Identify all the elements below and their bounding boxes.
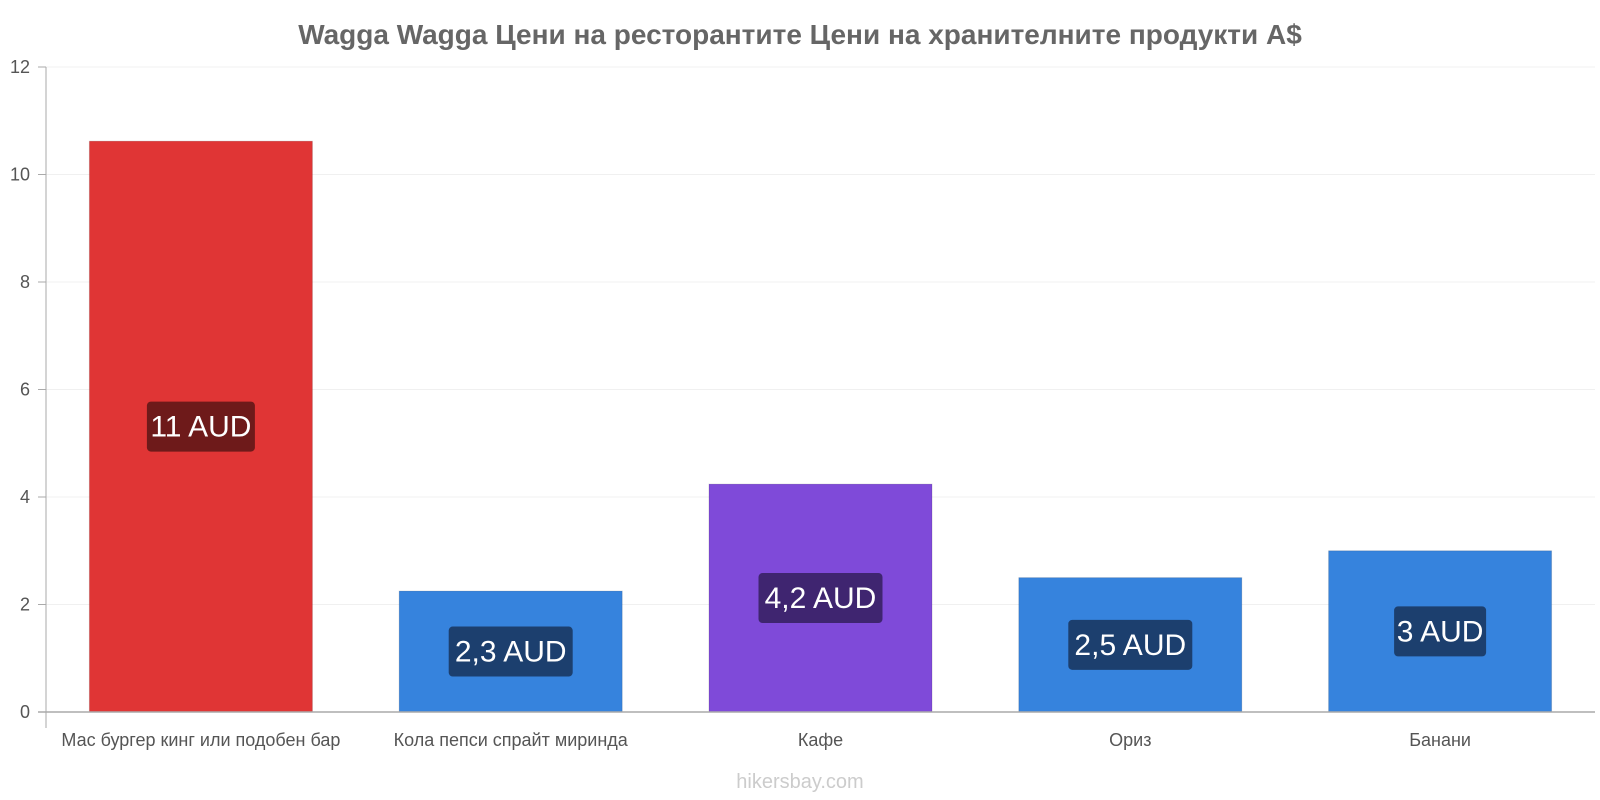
y-tick-label: 10 xyxy=(10,165,30,185)
data-label-box xyxy=(1068,619,1193,670)
x-tick-label: Кола пепси спрайт миринда xyxy=(394,730,629,750)
data-label: 2,3 AUD xyxy=(455,636,567,669)
y-axis: 0 2 4 6 8 10 12 xyxy=(10,57,47,728)
data-label: 3 AUD xyxy=(1397,615,1484,648)
x-axis: Мас бургер кинг или подобен бар Кола пепс… xyxy=(38,711,1595,750)
data-label-box xyxy=(758,573,883,624)
data-label-box xyxy=(146,401,255,452)
data-label-box xyxy=(448,626,573,677)
x-tick-label: Банани xyxy=(1409,730,1471,750)
x-tick-label: Мас бургер кинг или подобен бар xyxy=(61,730,340,750)
data-label: 4,2 AUD xyxy=(765,582,877,615)
y-tick-label: 4 xyxy=(20,487,30,507)
data-label: 2,5 AUD xyxy=(1074,629,1186,662)
bars: 11 AUD 2,3 AUD 4,2 AUD 2,5 AUD 3 AUD xyxy=(88,140,1553,713)
y-tick-label: 8 xyxy=(20,272,30,292)
x-tick-label: Кафе xyxy=(798,730,843,750)
chart-title: Wagga Wagga Цени на ресторантите Цени на… xyxy=(298,19,1302,50)
source-credit: hikersbay.com xyxy=(736,771,863,793)
x-tick-label: Ориз xyxy=(1109,730,1151,750)
y-tick-label: 6 xyxy=(20,380,30,400)
y-tick-label: 12 xyxy=(10,57,30,77)
y-tick-label: 2 xyxy=(20,595,30,615)
data-label: 11 AUD xyxy=(150,411,251,444)
y-tick-label: 0 xyxy=(20,702,30,722)
data-label-box xyxy=(1394,606,1487,657)
